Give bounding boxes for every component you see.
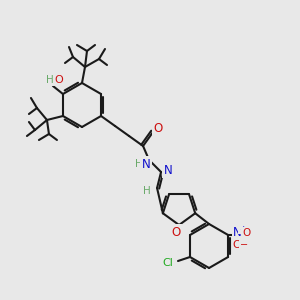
Text: N: N [164,164,172,176]
Text: H: H [135,159,143,169]
Text: −: − [240,240,248,250]
Text: +: + [239,224,247,233]
Text: H: H [46,75,54,85]
Text: O: O [171,226,181,238]
Text: O: O [153,122,163,134]
Text: N: N [142,158,150,170]
Text: Cl: Cl [163,258,173,268]
Text: O: O [233,240,242,250]
Text: O: O [55,75,63,85]
Text: N: N [233,226,242,239]
Text: O: O [242,228,250,238]
Text: H: H [143,186,151,196]
